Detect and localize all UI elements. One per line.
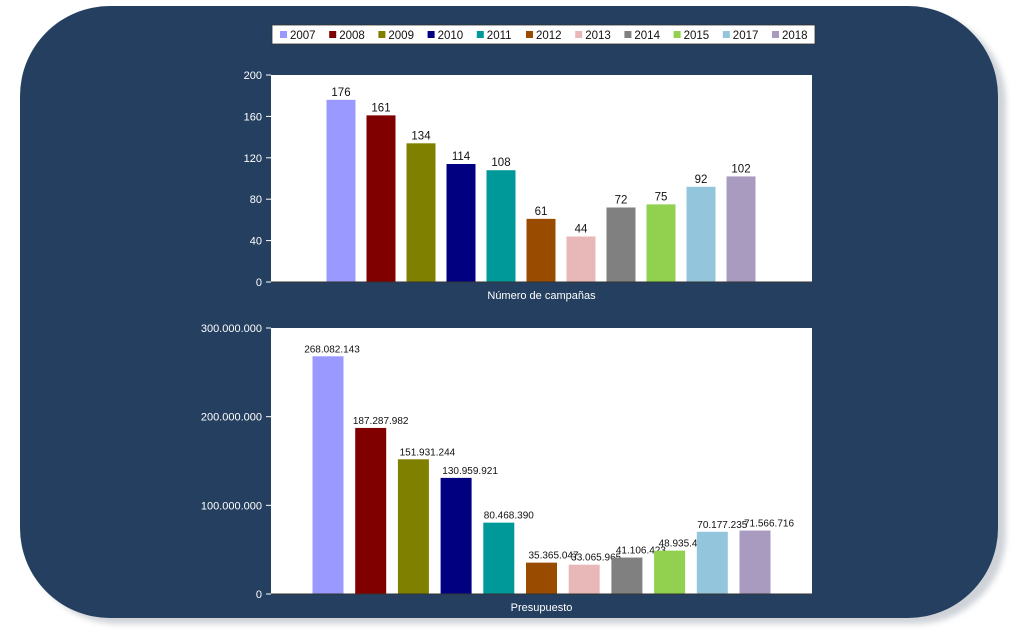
data-label-2-2015: 48.935.480 — [659, 539, 709, 550]
y-tick-label-1: 0 — [256, 277, 262, 289]
y-tick-label-1: 80 — [250, 194, 262, 206]
data-label-1-2009: 134 — [411, 130, 431, 142]
bar-1-2009 — [406, 143, 436, 282]
data-label-2-2014: 41.106.423 — [616, 546, 666, 557]
y-tick-label-2: 200.000.000 — [201, 412, 262, 424]
x-axis-title-2: Presupuesto — [511, 602, 573, 614]
bar-2-2013 — [568, 564, 600, 594]
legend-swatch-2009 — [378, 31, 386, 38]
bar-1-2018 — [726, 176, 756, 282]
data-label-1-2010: 114 — [452, 151, 471, 163]
bar-2-2010 — [440, 477, 472, 594]
y-tick-label-1: 160 — [244, 111, 262, 123]
legend-swatch-2018 — [772, 31, 779, 38]
data-label-1-2015: 75 — [655, 191, 668, 203]
legend-label-2014: 2014 — [634, 30, 660, 42]
bar-2-2007 — [312, 356, 344, 594]
data-label-2-2008: 187.287.982 — [353, 416, 409, 427]
legend-label-2011: 2011 — [487, 30, 512, 42]
legend-swatch-2010 — [427, 31, 435, 38]
legend-swatch-2012 — [526, 31, 533, 38]
data-label-1-2011: 108 — [491, 157, 510, 169]
legend-label-2013: 2013 — [585, 30, 611, 42]
legend-swatch-2008 — [329, 31, 337, 38]
data-label-1-2012: 61 — [535, 206, 548, 218]
legend-swatch-2015 — [673, 31, 681, 38]
y-tick-label-1: 120 — [244, 153, 262, 165]
bar-2-2009 — [397, 459, 429, 594]
data-label-2-2013: 33.065.965 — [571, 553, 621, 564]
data-label-1-2008: 161 — [371, 102, 390, 114]
bar-1-2015 — [646, 204, 676, 282]
legend-label-2009: 2009 — [388, 30, 414, 42]
legend-box — [271, 24, 816, 45]
data-label-2-2012: 35.365.047 — [528, 551, 578, 562]
data-label-2-2009: 151.931.244 — [400, 447, 456, 458]
legend-label-2012: 2012 — [536, 30, 562, 42]
bar-2-2017 — [696, 531, 728, 594]
y-tick-label-1: 40 — [250, 236, 262, 248]
legend-swatch-2013 — [575, 31, 583, 38]
legend-swatch-2017 — [722, 31, 730, 38]
bar-1-2014 — [606, 207, 636, 282]
bar-1-2017 — [686, 186, 716, 282]
bar-2-2018 — [739, 530, 771, 594]
bar-1-2013 — [566, 236, 596, 282]
data-label-1-2017: 92 — [695, 174, 708, 186]
data-label-2-2007: 268.082.143 — [304, 344, 360, 355]
data-label-2-2017: 70.177.235 — [697, 520, 747, 531]
x-axis-title-1: Número de campañas — [487, 290, 596, 302]
data-label-2-2010: 130.959.921 — [442, 466, 498, 477]
data-label-2-2011: 80.468.390 — [484, 511, 534, 522]
legend-label-2015: 2015 — [684, 30, 710, 42]
data-label-1-2013: 44 — [575, 223, 588, 235]
legend-label-2008: 2008 — [339, 30, 365, 42]
legend-swatch-2011 — [476, 31, 484, 38]
y-tick-label-2: 0 — [256, 589, 262, 601]
data-label-1-2018: 102 — [731, 163, 750, 175]
legend-label-2017: 2017 — [733, 30, 759, 42]
data-label-2-2018: 71.566.716 — [744, 519, 794, 530]
bar-1-2010 — [446, 164, 476, 282]
bar-1-2008 — [366, 115, 396, 283]
data-label-1-2014: 72 — [615, 194, 628, 206]
data-label-1-2007: 176 — [331, 87, 350, 99]
bar-2-2014 — [611, 557, 643, 594]
y-tick-label-1: 200 — [244, 70, 262, 82]
y-tick-label-2: 300.000.000 — [201, 323, 262, 335]
bar-2-2008 — [355, 427, 387, 594]
legend-swatch-2007 — [280, 31, 287, 38]
y-tick-label-2: 100.000.000 — [201, 500, 262, 512]
legend-label-2010: 2010 — [438, 30, 464, 42]
bar-2-2015 — [654, 550, 686, 594]
bar-2-2011 — [483, 522, 515, 594]
bar-1-2011 — [486, 170, 516, 282]
legend-swatch-2014 — [624, 31, 632, 38]
legend-label-2007: 2007 — [290, 30, 316, 42]
legend-label-2018: 2018 — [782, 30, 808, 42]
bar-1-2007 — [326, 99, 356, 282]
bar-2-2012 — [526, 562, 557, 594]
bar-1-2012 — [526, 218, 556, 282]
